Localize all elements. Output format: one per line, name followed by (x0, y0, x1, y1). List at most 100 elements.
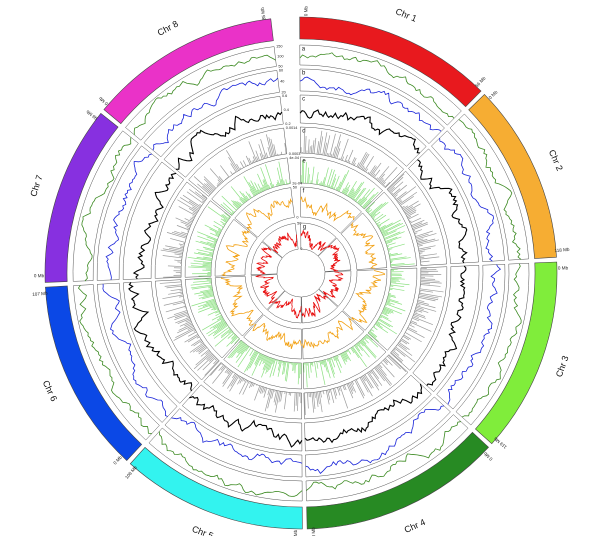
track-e-bar (360, 198, 368, 206)
track-d-bar (338, 386, 341, 392)
track-e-bar (280, 179, 283, 186)
track-e-bar (319, 360, 326, 386)
track-d-bar (340, 138, 349, 160)
track-d-bar (266, 134, 273, 157)
track-e-bar (220, 220, 226, 225)
track-d-bar (392, 188, 401, 196)
track-b-line-6 (102, 283, 168, 417)
track-d-bar (263, 387, 266, 393)
track-e-bar (216, 322, 227, 329)
track-d-bar (167, 265, 182, 267)
track-d-bar (387, 173, 405, 191)
track-e-bar (196, 256, 213, 260)
track-e-bar (372, 211, 381, 219)
track-d-bar (380, 362, 395, 378)
track-c-segment-2 (408, 148, 479, 265)
track-e-bar (329, 358, 335, 375)
track-b-segment-2 (431, 130, 505, 263)
track-e-bar (366, 334, 373, 341)
track-d-bar (238, 376, 241, 379)
track-d-bar (166, 232, 187, 239)
track-f-segment-3 (342, 269, 388, 331)
track-d-bar (225, 177, 228, 179)
track-e-bar (265, 357, 271, 370)
track-a-tick-label: 100 (277, 55, 283, 59)
track-d-bar (403, 206, 413, 212)
track-c-line-7 (132, 172, 177, 280)
track-g-line-7 (255, 247, 273, 275)
track-e-bar (188, 266, 212, 269)
track-d-segment-2 (386, 170, 447, 266)
end-tick-label-3: 119 Mb (493, 436, 508, 450)
track-d-bar (415, 306, 424, 310)
track-d-bar (238, 379, 247, 395)
track-f-segment-8 (234, 187, 295, 238)
track-e-bar (316, 179, 319, 185)
track-e-bar (246, 351, 258, 371)
track-e-bar (231, 334, 236, 339)
track-d-bar (192, 343, 205, 353)
track-e-bar (240, 345, 248, 355)
track-d-bar (328, 153, 330, 157)
track-e (184, 156, 418, 390)
track-e-bar (264, 356, 268, 364)
track-b-line-3 (447, 264, 502, 405)
track-d-bar (420, 281, 442, 284)
track-b-line-5 (171, 417, 303, 465)
track-e-bar (341, 353, 346, 362)
track-d-bar (411, 219, 425, 227)
track-e-bar (254, 182, 261, 194)
track-f-line-4 (302, 317, 353, 349)
track-d-bar (197, 183, 211, 196)
track-d-bar (334, 388, 338, 396)
track-e-bar (231, 200, 239, 209)
track-d-bar (370, 370, 383, 386)
track-e-bar (200, 240, 216, 247)
track-d-bar (258, 386, 262, 393)
start-tick-label-4: 0 Mb (482, 451, 493, 462)
track-e-bar (342, 352, 348, 363)
track-e-bar (202, 264, 212, 267)
track-d-bar (178, 206, 196, 216)
track-d-bar (384, 359, 388, 364)
track-d-bar (312, 392, 316, 410)
track-a-segment-8 (125, 46, 277, 141)
track-d-bar (417, 239, 440, 246)
track-e-bar (228, 330, 233, 334)
track-e-bar (190, 262, 212, 266)
track-d-segment-8 (188, 127, 288, 197)
track-d-bar (420, 278, 436, 280)
track-d-bar (213, 359, 218, 365)
chromosome-band-2 (468, 94, 557, 259)
track-d-bar (403, 200, 419, 211)
track-d-bar (416, 305, 437, 312)
track-e-bar (212, 305, 218, 309)
track-e-bar (249, 189, 255, 197)
track-e-bar (362, 193, 375, 208)
track-e-bar (390, 276, 402, 279)
track-e-bar (259, 189, 262, 193)
track-d-bar (243, 379, 246, 382)
track-label-b: b (302, 71, 306, 77)
track-g-line-2 (327, 245, 341, 272)
track-d-bar (415, 233, 429, 239)
track-d-bar (310, 145, 313, 154)
track-d-bar (167, 311, 188, 319)
track-e-bar (346, 350, 349, 353)
track-d-bar (416, 239, 428, 243)
track-d-bar (240, 167, 242, 170)
track-d-bar (217, 183, 220, 186)
track-d-bar (350, 381, 356, 393)
track-d-bar (317, 391, 320, 405)
track-g-segment-2 (317, 237, 352, 272)
track-d-bar (407, 328, 425, 338)
track-e-bar (385, 304, 387, 306)
track-b-tick-label: 60 (279, 68, 283, 72)
track-e-bar (307, 167, 310, 184)
track-e-bar (257, 173, 266, 191)
track-d-bar (323, 142, 327, 156)
track-a-line-7 (81, 137, 132, 282)
track-e-bar (390, 279, 399, 281)
track-d-bar (179, 320, 192, 327)
track-e-bar (390, 282, 410, 286)
